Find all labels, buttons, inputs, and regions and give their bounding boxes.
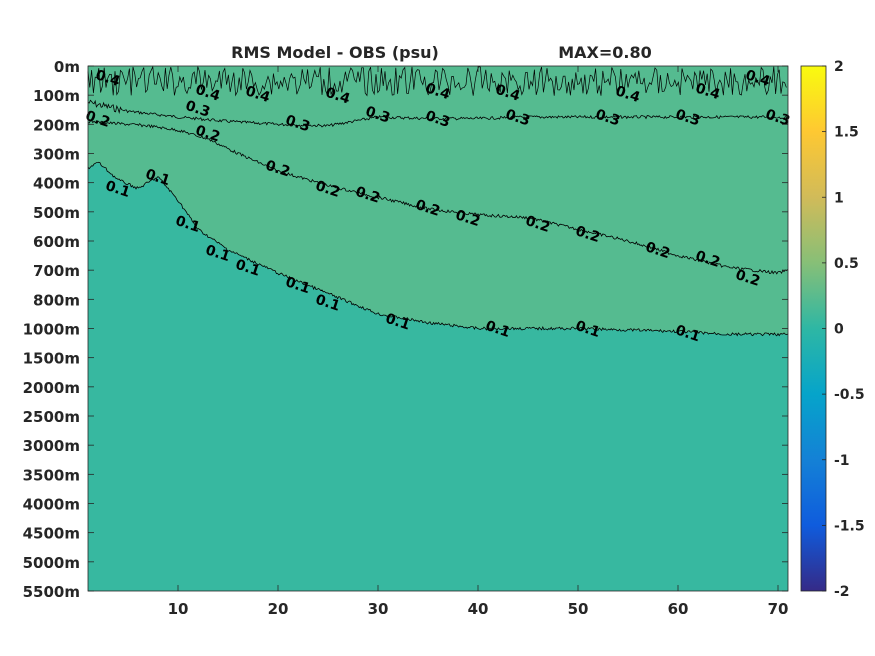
contour-label: 0.4: [323, 85, 352, 108]
contour-label: 0.1: [573, 318, 602, 341]
colorbar: 2 1.5 1 0.5 0 -0.5 -1 -1.5 -2: [800, 59, 865, 600]
chart-title: RMS Model - OBS (psu): [231, 43, 439, 62]
contour-label: 0.4: [243, 83, 272, 106]
y-tick-label: 500m: [33, 204, 80, 222]
contour-label: 0.2: [313, 178, 342, 201]
y-tick-label: 3000m: [23, 437, 80, 455]
colorbar-tick-label: 2: [834, 59, 844, 75]
contour-label: 0.2: [733, 267, 762, 290]
contour-label: 0.1: [383, 311, 412, 334]
contour-label: 0.4: [493, 82, 522, 105]
contour-label: 0.1: [313, 292, 342, 315]
contour-label: 0.4: [423, 80, 452, 103]
contour-label: 0.3: [423, 108, 452, 131]
x-axis: 10 20 30 40 50 60 70: [168, 66, 789, 618]
colorbar-gradient: [800, 65, 827, 592]
x-tick-label: 20: [268, 600, 289, 618]
max-value-label: MAX=0.80: [558, 43, 652, 62]
contour-label: 0.2: [693, 248, 722, 271]
contour-label: 0.4: [93, 67, 122, 90]
contour-label: 0.3: [363, 104, 392, 127]
colorbar-tick-label: 0: [834, 322, 844, 338]
contour-label: 0.2: [573, 223, 602, 246]
contour-label: 0.1: [233, 257, 262, 280]
x-tick-label: 50: [568, 600, 589, 618]
contour-label: 0.1: [173, 213, 202, 236]
contour-line-surface: [87, 65, 787, 97]
contour-label: 0.3: [763, 107, 792, 130]
colorbar-tick-label: -0.5: [834, 387, 865, 403]
contour-line-0.2: [87, 119, 788, 275]
contour-label: 0.2: [453, 207, 482, 230]
contour-label: 0.2: [83, 108, 112, 131]
y-tick-label: 300m: [33, 146, 80, 164]
y-tick-label: 200m: [33, 116, 80, 134]
contour-label: 0.2: [413, 197, 442, 220]
y-tick-label: 700m: [33, 262, 80, 280]
plot-area: 0.30.3 0.3 0.3 0.3 0.3 0.3 0.30.4 0.4 0.4 0.4 0.4 0…: [83, 65, 792, 592]
contour-label: 0.2: [263, 158, 292, 181]
contour-label: 0.3: [183, 98, 212, 121]
contour-line-0.3: [87, 99, 788, 128]
x-tick-label: 10: [168, 600, 189, 618]
contour-label: 0.2: [353, 184, 382, 207]
colorbar-tick-label: -1: [834, 453, 850, 469]
y-tick-label: 5500m: [23, 583, 80, 601]
x-tick-label: 40: [468, 600, 489, 618]
contour-label: 0.3: [593, 107, 622, 130]
colorbar-tick-label: 0.5: [834, 256, 859, 272]
y-tick-label: 5000m: [23, 554, 80, 572]
contour-label: 0.2: [193, 123, 222, 146]
contour-label: 0.1: [483, 318, 512, 341]
y-tick-label: 100m: [33, 87, 80, 105]
contour-label: 0.4: [693, 80, 722, 103]
y-tick-label: 3500m: [23, 466, 80, 484]
contour-label: 0.1: [203, 242, 232, 265]
y-tick-label: 2000m: [23, 379, 80, 397]
y-tick-label: 800m: [33, 291, 80, 309]
x-tick-label: 60: [668, 600, 689, 618]
contour-label: 0.3: [283, 112, 312, 135]
y-axis: 0m 100m 200m 300m 400m 500m 600m 700m 800m 1000m 1…: [23, 58, 788, 601]
y-tick-label: 0m: [54, 58, 80, 76]
contour-label: 0.3: [673, 107, 702, 130]
contour-label: 0.1: [283, 274, 312, 297]
contour-label: 0.3: [503, 107, 532, 130]
y-tick-label: 4500m: [23, 525, 80, 543]
y-tick-label: 1500m: [23, 350, 80, 368]
contour-label: 0.2: [643, 239, 672, 262]
contour-label: 0.4: [193, 82, 222, 105]
y-tick-label: 1000m: [23, 321, 80, 339]
contour-label: 0.1: [673, 322, 702, 345]
x-tick-label: 70: [768, 600, 789, 618]
contour-label: 0.4: [613, 83, 642, 106]
y-tick-label: 600m: [33, 233, 80, 251]
contour-label: 0.1: [143, 166, 172, 189]
y-tick-label: 4000m: [23, 496, 80, 514]
contour-label: 0.4: [743, 67, 772, 90]
y-tick-label: 2500m: [23, 408, 80, 426]
colorbar-tick-label: 1: [834, 190, 844, 206]
contour-label: 0.2: [523, 213, 552, 236]
x-tick-label: 30: [368, 600, 389, 618]
y-tick-label: 400m: [33, 175, 80, 193]
colorbar-tick-label: -1.5: [834, 518, 865, 534]
colorbar-tick-label: -2: [834, 584, 850, 600]
contour-line-0.1: [87, 161, 788, 337]
contour-band-0.1: [88, 66, 788, 335]
contour-label: 0.1: [103, 178, 132, 201]
colorbar-tick-label: 1.5: [834, 125, 859, 141]
